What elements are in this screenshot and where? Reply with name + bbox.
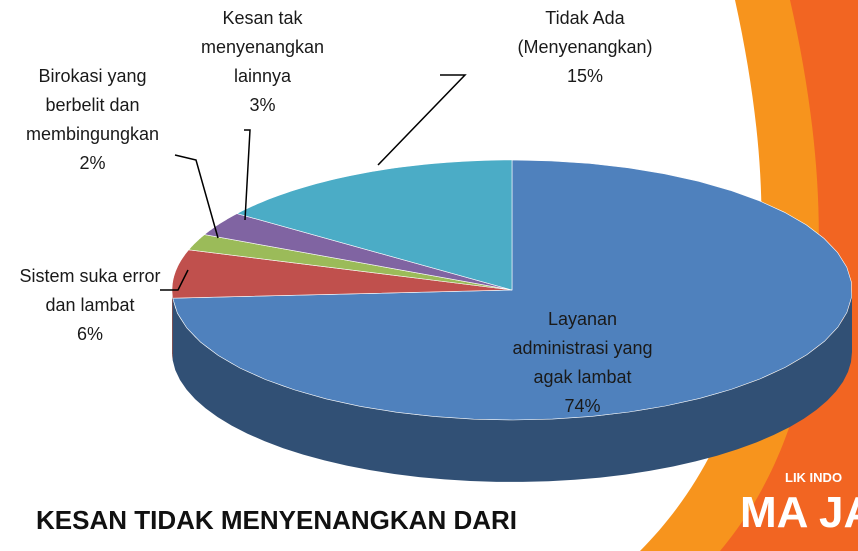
- background-swoosh: [720, 0, 858, 551]
- category-label: Kesan tak menyenangkan lainnya: [200, 8, 325, 86]
- value-label: 2%: [79, 153, 106, 173]
- slice: [203, 213, 513, 291]
- category-label: Birokasi yang berbelit dan membingungkan: [25, 66, 160, 144]
- category-label: Tidak Ada (Menyenangkan): [517, 8, 653, 57]
- data-label: Layanan administrasi yang agak lambat 74%: [505, 305, 660, 421]
- data-label: Kesan tak menyenangkan lainnya 3%: [185, 4, 340, 120]
- logo-text: LIK INDO: [785, 470, 843, 485]
- category-label: Sistem suka error dan lambat: [19, 266, 161, 315]
- leader-line: [244, 129, 251, 221]
- value-label: 6%: [76, 324, 103, 344]
- slice: [187, 234, 513, 291]
- value-label: 3%: [249, 95, 276, 115]
- slice: [236, 159, 513, 291]
- leader-line: [160, 269, 189, 291]
- pie: [171, 159, 852, 482]
- slice-side: [172, 290, 852, 482]
- slice: [171, 249, 513, 299]
- leader-line: [174, 154, 219, 239]
- chart-title: KESAN TIDAK MENYENANGKAN DARI: [36, 505, 518, 535]
- logo-text: MA JAY: [740, 488, 858, 537]
- category-label: Layanan administrasi yang agak lambat: [512, 309, 653, 387]
- data-label: Birokasi yang berbelit dan membingungkan…: [15, 62, 170, 178]
- slice-side: [172, 290, 173, 361]
- value-label: 15%: [566, 66, 604, 86]
- data-label: Sistem suka error dan lambat 6%: [15, 262, 165, 349]
- data-label: Tidak Ada (Menyenangkan) 15%: [490, 4, 680, 91]
- value-label: 74%: [564, 396, 601, 416]
- leader-line: [377, 74, 467, 166]
